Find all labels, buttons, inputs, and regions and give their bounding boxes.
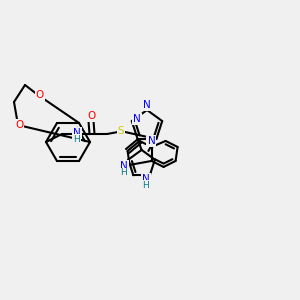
Text: O: O bbox=[36, 90, 44, 100]
Text: N: N bbox=[143, 100, 151, 110]
Text: N: N bbox=[142, 174, 150, 184]
Text: N: N bbox=[120, 161, 128, 171]
Text: N: N bbox=[148, 136, 155, 146]
Text: O: O bbox=[15, 120, 23, 130]
Text: O: O bbox=[88, 111, 96, 121]
Text: H: H bbox=[74, 134, 80, 143]
Text: N: N bbox=[133, 114, 141, 124]
Text: H: H bbox=[142, 181, 149, 190]
Text: H: H bbox=[120, 168, 127, 177]
Text: N: N bbox=[73, 128, 81, 138]
Text: S: S bbox=[118, 126, 124, 136]
